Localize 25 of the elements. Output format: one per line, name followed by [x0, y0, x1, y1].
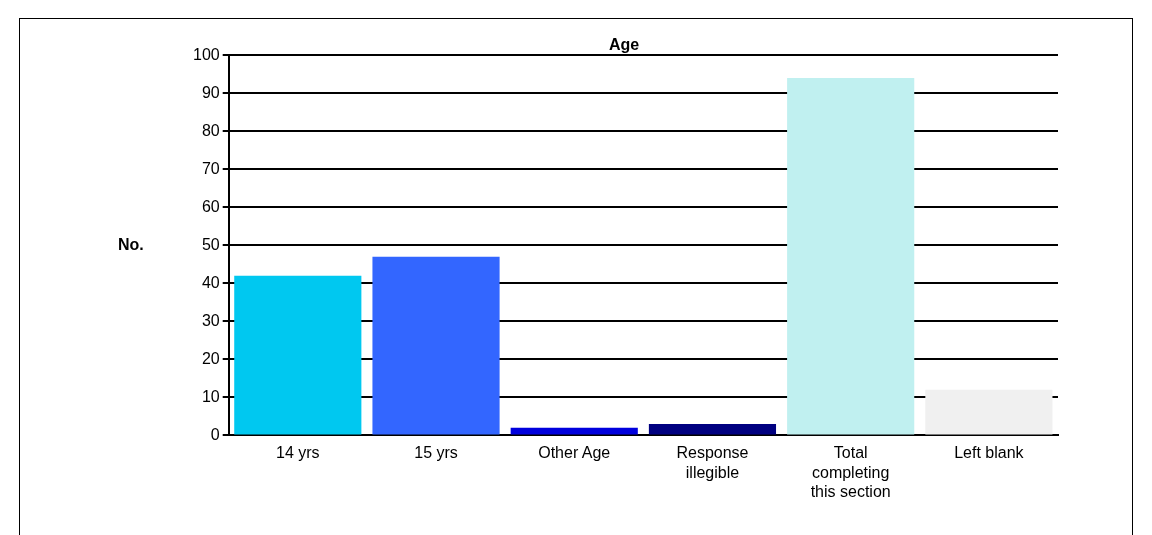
bar	[787, 78, 915, 435]
x-tick-label: Total completing this section	[810, 444, 891, 500]
y-tick-label: 70	[201, 159, 220, 177]
y-tick-label: 60	[201, 197, 220, 215]
y-tick-label: 10	[201, 387, 220, 405]
bar	[925, 389, 1053, 435]
y-tick-label: 20	[201, 349, 220, 367]
x-tick-label: 15 yrs	[414, 444, 458, 462]
y-tick-label: 50	[201, 235, 220, 253]
bar	[648, 423, 777, 435]
x-tick-label: Left blank	[954, 444, 1025, 462]
y-tick-label: 80	[201, 121, 220, 139]
y-axis-title: No.	[118, 235, 144, 253]
bar	[234, 275, 362, 435]
x-tick-label: Response illegible	[676, 444, 749, 481]
y-tick-label: 100	[192, 45, 220, 63]
y-tick-label: 0	[210, 425, 220, 443]
x-tick-label: 14 yrs	[276, 444, 320, 462]
bar	[510, 427, 638, 435]
y-tick-label: 40	[201, 273, 220, 291]
y-tick-label: 90	[201, 83, 220, 101]
chart-title: Age	[608, 36, 640, 54]
bar	[372, 256, 500, 435]
y-tick-label: 30	[201, 311, 220, 329]
x-tick-label: Other Age	[538, 444, 611, 462]
